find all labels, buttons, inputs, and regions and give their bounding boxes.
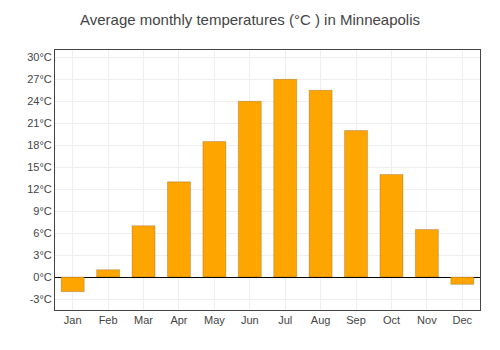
svg-text:Average monthly temperatures (: Average monthly temperatures (°C ) in Mi… (80, 11, 420, 28)
svg-text:Sep: Sep (346, 314, 366, 326)
svg-text:12°C: 12°C (27, 183, 52, 195)
svg-text:Jul: Jul (278, 314, 292, 326)
svg-text:Mar: Mar (134, 314, 153, 326)
svg-text:-3°C: -3°C (30, 293, 52, 305)
svg-text:Aug: Aug (311, 314, 331, 326)
svg-text:30°C: 30°C (27, 51, 52, 63)
svg-text:15°C: 15°C (27, 161, 52, 173)
svg-text:9°C: 9°C (33, 205, 52, 217)
svg-text:21°C: 21°C (27, 117, 52, 129)
svg-text:Apr: Apr (170, 314, 187, 326)
svg-text:Feb: Feb (99, 314, 118, 326)
svg-text:Oct: Oct (383, 314, 400, 326)
svg-text:3°C: 3°C (33, 249, 52, 261)
svg-text:6°C: 6°C (33, 227, 52, 239)
svg-text:18°C: 18°C (27, 139, 52, 151)
svg-text:May: May (204, 314, 225, 326)
svg-text:Jan: Jan (64, 314, 82, 326)
svg-text:27°C: 27°C (27, 73, 52, 85)
svg-text:Nov: Nov (417, 314, 437, 326)
svg-text:Jun: Jun (241, 314, 259, 326)
svg-text:Dec: Dec (453, 314, 473, 326)
svg-text:0°C: 0°C (33, 271, 52, 283)
svg-text:24°C: 24°C (27, 95, 52, 107)
